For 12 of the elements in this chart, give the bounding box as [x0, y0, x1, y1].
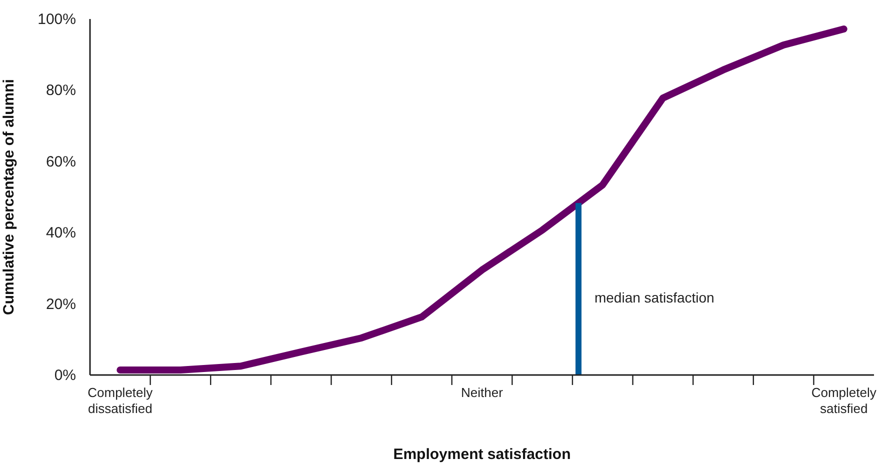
y-tick-label: 60%	[46, 153, 76, 170]
x-axis-title: Employment satisfaction	[393, 446, 571, 463]
y-tick-label: 100%	[38, 11, 76, 28]
y-tick-label: 80%	[46, 82, 76, 100]
x-tick-label: Completely dissatisfied	[88, 385, 154, 416]
y-tick-label: 0%	[54, 367, 76, 384]
y-tick-label: 40%	[46, 224, 76, 242]
y-tick-label: 20%	[46, 296, 76, 313]
annotation: median satisfaction	[594, 290, 714, 306]
y-axis-title: Cumulative percentage of alumni	[0, 79, 18, 315]
x-tick-label: Neither	[461, 385, 504, 400]
x-tick-label: Completely satisfied	[811, 385, 877, 416]
